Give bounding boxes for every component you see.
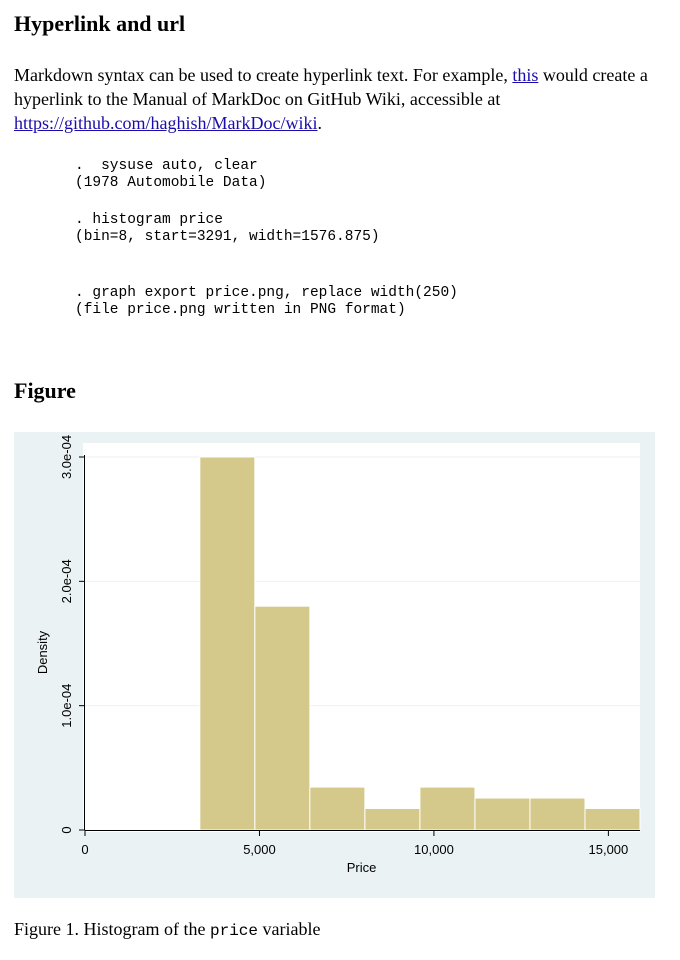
histogram-bar-4 (364, 807, 421, 831)
x-tick-label-2: 10,000 (414, 842, 454, 857)
x-tick-label-0: 0 (81, 842, 88, 857)
section-heading-hyperlink: Hyperlink and url (14, 11, 186, 36)
code-block-histogram: . histogram price (bin=8, start=3291, wi… (75, 212, 380, 245)
this-link[interactable]: this (512, 65, 539, 85)
histogram-bar-3 (309, 786, 366, 831)
x-axis-title: Price (347, 860, 377, 875)
histogram-bar-2 (254, 605, 311, 831)
markdoc-wiki-url-link[interactable]: https://github.com/haghish/MarkDoc/wiki (14, 113, 318, 133)
x-tick-label-3: 15,000 (589, 842, 629, 857)
caption-code-price: price (209, 922, 258, 940)
caption-suffix: variable (258, 919, 321, 939)
hyperlink-paragraph: Markdown syntax can be used to create hy… (14, 63, 674, 135)
paragraph-period: . (317, 113, 322, 133)
histogram-chart: 0 1.0e-04 2.0e-04 3.0e-04 0 5,000 10,000 15,000… (14, 432, 655, 898)
y-tick-label-3: 3.0e-04 (59, 435, 74, 479)
section-heading-figure: Figure (14, 378, 76, 403)
figure-caption: Figure 1. Histogram of the price variabl… (14, 919, 320, 940)
code-block-graph-export: . graph export price.png, replace width(… (75, 285, 458, 318)
plot-region (83, 443, 640, 832)
histogram-bar-8 (584, 807, 641, 831)
y-tick-label-2: 2.0e-04 (59, 559, 74, 603)
y-tick-label-0: 0 (59, 826, 74, 833)
y-tick-label-1: 1.0e-04 (59, 684, 74, 728)
x-tick-label-1: 5,000 (243, 842, 276, 857)
histogram-bar-1 (199, 456, 256, 831)
histogram-bar-6 (474, 797, 531, 831)
paragraph-text-before-link: Markdown syntax can be used to create hy… (14, 65, 513, 85)
histogram-figure: 0 1.0e-04 2.0e-04 3.0e-04 0 5,000 10,000 15,000… (14, 432, 655, 898)
caption-prefix: Figure 1. Histogram of the (14, 919, 210, 939)
y-axis-title: Density (35, 630, 50, 674)
code-block-sysuse: . sysuse auto, clear (1978 Automobile Da… (75, 158, 267, 191)
histogram-bar-5 (419, 786, 476, 831)
paragraph-text-after-link: would create a hyperlink to the Manual o… (14, 65, 648, 109)
histogram-bar-7 (529, 797, 586, 831)
